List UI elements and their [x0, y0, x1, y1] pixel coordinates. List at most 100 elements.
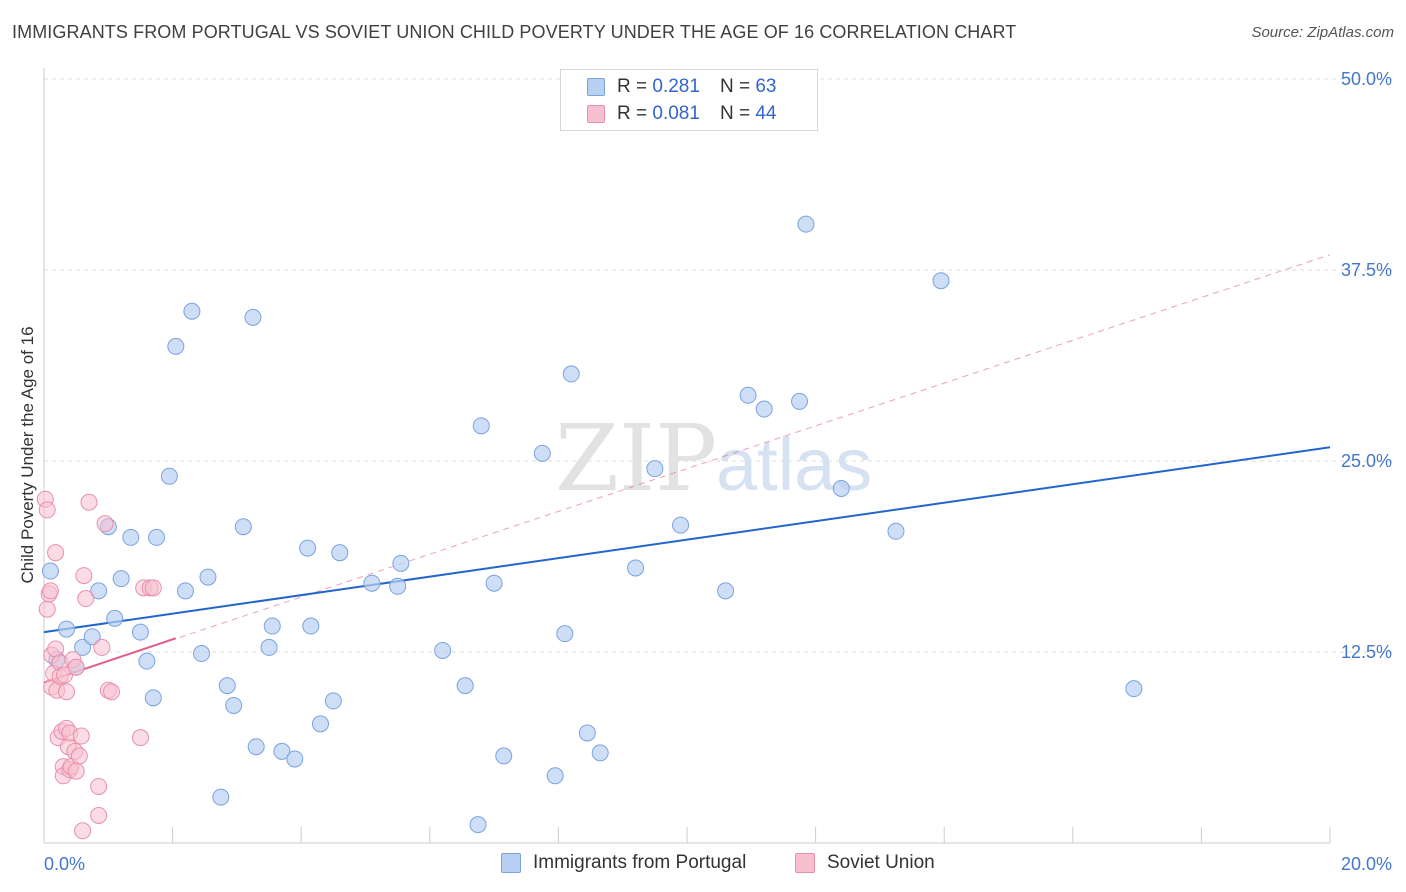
point-portugal: [199, 568, 217, 586]
point-soviet: [38, 501, 56, 519]
point-portugal: [646, 460, 664, 478]
point-portugal: [41, 562, 59, 580]
point-portugal: [122, 528, 140, 546]
point-soviet: [131, 729, 149, 747]
point-portugal: [456, 677, 474, 695]
point-soviet: [70, 747, 88, 765]
point-soviet: [90, 777, 108, 795]
point-soviet: [80, 493, 98, 511]
point-portugal: [225, 696, 243, 714]
point-portugal: [131, 623, 149, 641]
point-portugal: [495, 747, 513, 765]
x-tick-label: 20.0%: [1341, 854, 1392, 874]
point-portugal: [112, 570, 130, 588]
r-label: R =: [617, 103, 648, 124]
r-value: 0.081: [652, 103, 700, 124]
n-value: 63: [755, 76, 777, 97]
point-portugal: [83, 628, 101, 646]
portugal-legend-swatch: [501, 853, 521, 873]
point-portugal: [58, 620, 76, 638]
stats-legend: R = 0.281 N = 63 R = 0.081 N = 44: [560, 69, 818, 131]
point-portugal: [106, 609, 124, 627]
grid-lines: [44, 78, 1392, 653]
point-soviet: [47, 544, 65, 562]
legend-item-portugal: Immigrants from Portugal: [501, 852, 746, 874]
point-portugal: [144, 689, 162, 707]
point-portugal: [212, 788, 230, 806]
point-portugal: [556, 625, 574, 643]
legend-row-portugal: R = 0.281 N = 63: [587, 75, 776, 99]
soviet-swatch: [587, 105, 605, 123]
point-soviet: [103, 683, 121, 701]
point-soviet: [67, 658, 85, 676]
point-portugal: [533, 444, 551, 462]
r-label: R =: [617, 76, 648, 97]
point-portugal: [739, 386, 757, 404]
point-soviet: [90, 806, 108, 824]
series-soviet-points: [36, 490, 162, 840]
x-tick-label: 0.0%: [44, 854, 85, 874]
source-note: Source: ZipAtlas.com: [1251, 24, 1394, 41]
point-portugal: [562, 365, 580, 383]
point-portugal: [791, 392, 809, 410]
point-portugal: [363, 574, 381, 592]
chart-title: IMMIGRANTS FROM PORTUGAL VS SOVIET UNION…: [12, 22, 1017, 42]
legend-item-soviet: Soviet Union: [795, 852, 935, 874]
legend-label-soviet: Soviet Union: [827, 852, 935, 873]
point-portugal: [247, 738, 265, 756]
point-soviet: [58, 683, 76, 701]
point-portugal: [74, 638, 92, 656]
axes: [43, 68, 1331, 844]
point-soviet: [38, 600, 56, 618]
y-tick-label: 37.5%: [1341, 260, 1392, 280]
point-portugal: [485, 574, 503, 592]
point-portugal: [887, 522, 905, 540]
point-portugal: [263, 617, 281, 635]
point-portugal: [193, 645, 211, 663]
point-soviet: [75, 567, 93, 585]
series-portugal-points: [41, 215, 1143, 834]
point-portugal: [331, 544, 349, 562]
point-portugal: [434, 641, 452, 659]
legend-label-portugal: Immigrants from Portugal: [533, 852, 747, 873]
point-portugal: [324, 692, 342, 710]
point-soviet: [74, 822, 92, 840]
soviet-trend-dashed: [43, 254, 1331, 684]
point-portugal: [311, 715, 329, 733]
n-value: 44: [755, 103, 777, 124]
watermark-zip: ZIP: [555, 405, 717, 512]
point-portugal: [392, 554, 410, 572]
point-portugal: [1125, 680, 1143, 698]
point-portugal: [469, 816, 487, 834]
point-portugal: [138, 652, 156, 670]
point-portugal: [160, 467, 178, 485]
soviet-legend-swatch: [795, 853, 815, 873]
point-soviet: [96, 515, 114, 533]
point-portugal: [389, 577, 407, 595]
trend-lines: [43, 254, 1331, 684]
point-soviet: [77, 590, 95, 608]
point-portugal: [717, 582, 735, 600]
point-portugal: [176, 582, 194, 600]
watermark-atlas: atlas: [716, 423, 872, 506]
point-portugal: [286, 750, 304, 768]
point-portugal: [302, 617, 320, 635]
point-soviet: [93, 638, 111, 656]
point-portugal: [627, 559, 645, 577]
r-value: 0.281: [652, 76, 700, 97]
point-portugal: [672, 516, 690, 534]
point-portugal: [167, 337, 185, 355]
n-label: N =: [719, 103, 751, 124]
point-portugal: [832, 480, 850, 498]
legend-row-soviet: R = 0.081 N = 44: [587, 102, 776, 126]
point-portugal: [578, 724, 596, 742]
point-portugal: [273, 742, 291, 760]
point-portugal: [546, 767, 564, 785]
portugal-swatch: [587, 78, 605, 96]
y-tick-label: 25.0%: [1341, 451, 1392, 471]
point-soviet: [144, 579, 162, 597]
tick-labels: 12.5% 25.0% 37.5% 50.0% 0.0% 20.0%: [44, 69, 1392, 874]
y-tick-label: 12.5%: [1341, 642, 1392, 662]
watermark: ZIP atlas: [555, 405, 872, 512]
